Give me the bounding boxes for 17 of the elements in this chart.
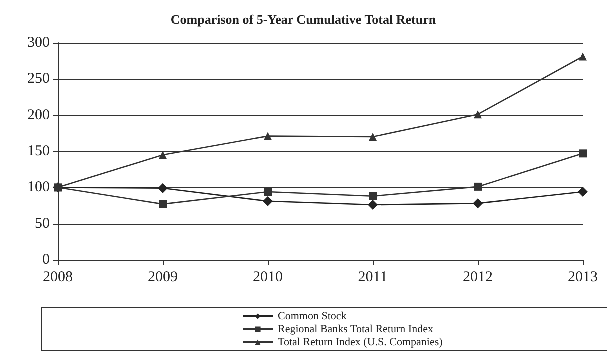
x-tick-label: 2013 <box>568 270 598 286</box>
x-tick-label: 2009 <box>148 270 178 286</box>
x-tick-label: 2011 <box>358 270 388 286</box>
y-tick-label: 50 <box>35 216 50 232</box>
chart-title: Comparison of 5-Year Cumulative Total Return <box>170 12 437 27</box>
y-tick-label: 0 <box>42 252 50 268</box>
x-tick-label: 2010 <box>253 270 283 286</box>
legend-label: Total Return Index (U.S. Companies) <box>278 336 444 348</box>
legend-label: Regional Banks Total Return Index <box>278 324 434 336</box>
y-tick-label: 300 <box>28 35 50 51</box>
y-tick-label: 200 <box>28 107 50 124</box>
x-tick-label: 2012 <box>463 270 493 286</box>
y-tick-label: 250 <box>28 71 50 88</box>
legend-label: Common Stock <box>278 310 348 322</box>
y-tick-label: 100 <box>28 180 50 196</box>
y-tick-label: 150 <box>28 144 50 160</box>
x-tick-label: 2008 <box>43 270 73 286</box>
